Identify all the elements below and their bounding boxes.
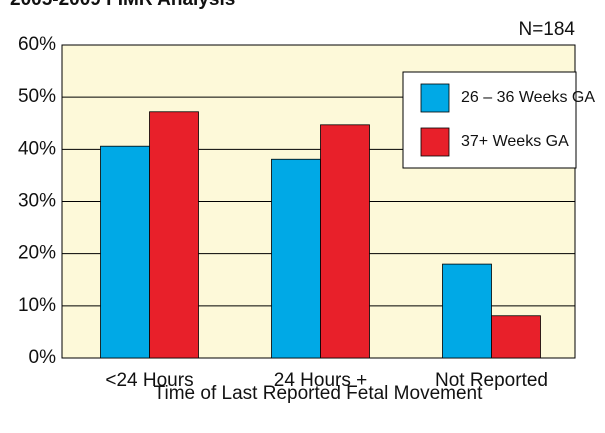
x-tick-label: 24 Hours + [274,370,367,391]
x-tick-label: Not Reported [435,370,548,391]
y-tick-label: 20% [18,243,56,264]
legend-label: 37+ Weeks GA [461,133,569,150]
bar [491,315,541,359]
bar [442,263,492,359]
legend-swatch [420,83,450,113]
bar [271,158,321,359]
bar [320,124,370,359]
annotation: N=184 [518,19,575,40]
y-tick-label: 40% [18,138,56,159]
y-tick-label: 60% [18,34,56,55]
legend-swatch [420,127,450,157]
y-tick-label: 10% [18,295,56,316]
bar [100,145,150,359]
chart-title: 2005-2009 FIMR Analysis [10,0,235,10]
x-axis-label: Time of Last Reported Fetal Movement [154,383,483,404]
legend-label: 26 – 36 Weeks GA [461,89,595,106]
y-tick-label: 0% [29,347,57,368]
bar [149,111,199,359]
y-tick-label: 50% [18,86,56,107]
x-tick-label: <24 Hours [105,370,193,391]
y-tick-label: 30% [18,191,56,212]
